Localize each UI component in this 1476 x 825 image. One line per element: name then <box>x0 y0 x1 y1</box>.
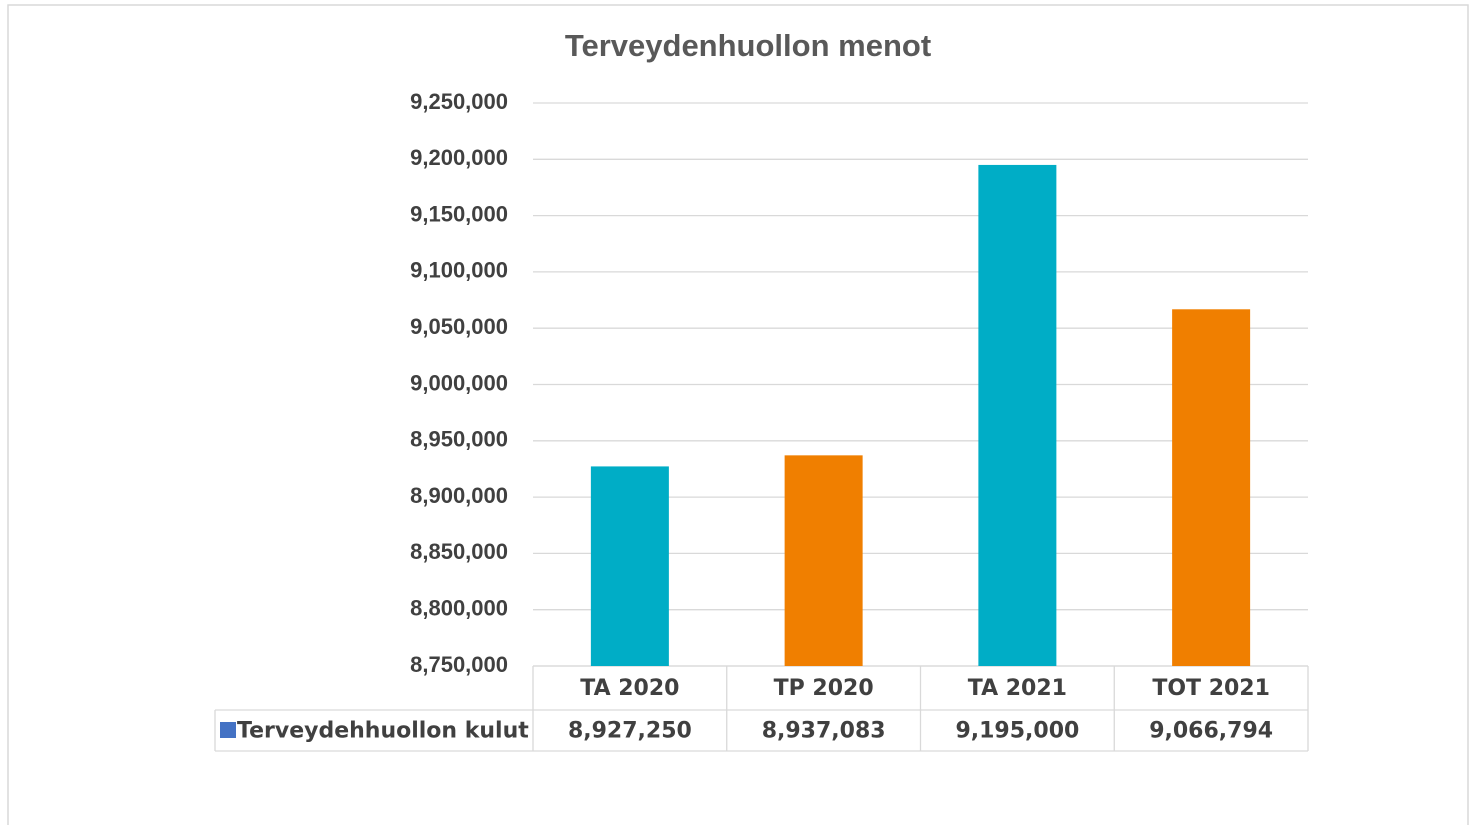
y-tick-label: 8,850,000 <box>410 539 508 564</box>
y-tick-label: 8,750,000 <box>410 652 508 677</box>
x-tick-label: TOT 2021 <box>1152 676 1270 701</box>
y-tick-label: 9,150,000 <box>410 201 508 226</box>
bar <box>1172 309 1251 666</box>
x-tick-label: TA 2021 <box>968 676 1067 701</box>
y-tick-label: 8,900,000 <box>410 483 508 508</box>
bar <box>784 455 863 666</box>
y-tick-label: 9,100,000 <box>410 258 508 283</box>
x-tick-label: TA 2020 <box>580 676 679 701</box>
data-table-value: 9,195,000 <box>955 719 1079 744</box>
y-tick-label: 9,250,000 <box>410 89 508 114</box>
y-tick-label: 8,950,000 <box>410 427 508 452</box>
data-table-value: 9,066,794 <box>1149 719 1273 744</box>
chart-title: Terveydenhuollon menot <box>565 28 931 63</box>
x-tick-label: TP 2020 <box>774 676 874 701</box>
y-tick-label: 9,000,000 <box>410 370 508 395</box>
legend-key <box>220 722 236 738</box>
bar <box>978 164 1057 666</box>
legend-label: Terveydehhuollon kulut <box>237 719 529 744</box>
data-table-value: 8,927,250 <box>568 719 692 744</box>
y-tick-label: 8,800,000 <box>410 596 508 621</box>
y-tick-label: 9,200,000 <box>410 145 508 170</box>
data-table-value: 8,937,083 <box>762 719 886 744</box>
y-tick-label: 9,050,000 <box>410 314 508 339</box>
bar <box>590 466 669 666</box>
